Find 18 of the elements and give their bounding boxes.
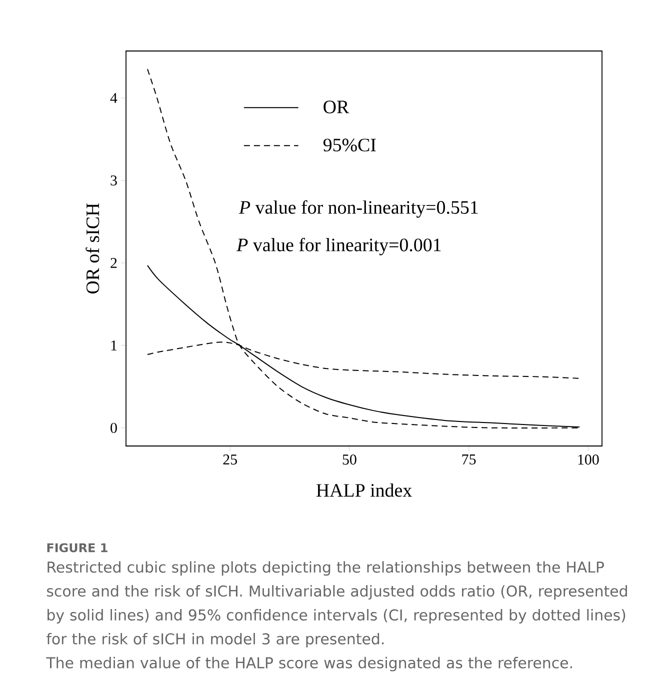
x-tick-label: 25 bbox=[223, 454, 237, 465]
annotation: P value for non-linearity=0.551 bbox=[238, 200, 478, 218]
legend-label: 95%CI bbox=[323, 138, 376, 152]
legend-label: OR bbox=[324, 100, 350, 114]
x-tick-label: 75 bbox=[462, 454, 476, 464]
y-axis-title: OR of sICH bbox=[86, 203, 100, 294]
y-tick-label: 2 bbox=[110, 258, 117, 268]
text: Restricted cubic spline plots depicting the relationships between the HALP score and the risk of sICH. Multivariable adjusted odds ratio (OR, represented by solid lines) and 95% confidence intervals (CI, represented by dotted lines) for the risk of sICH in model 3 are presented. bbox=[46, 561, 627, 648]
y-tick-label: 3 bbox=[110, 175, 117, 186]
y-tick-label: 0 bbox=[110, 422, 117, 433]
x-tick-label: 100 bbox=[578, 454, 599, 465]
x-axis-title: HALP index bbox=[316, 483, 412, 497]
x-tick-label: 50 bbox=[342, 454, 356, 465]
y-tick-label: 1 bbox=[111, 340, 117, 350]
caption: FIGURE 1 bbox=[47, 543, 108, 552]
text: The median value of the HALP score was designated as the reference. bbox=[46, 656, 572, 672]
y-tick-label: 4 bbox=[110, 93, 118, 103]
annotation: P value for linearity=0.001 bbox=[236, 238, 441, 256]
